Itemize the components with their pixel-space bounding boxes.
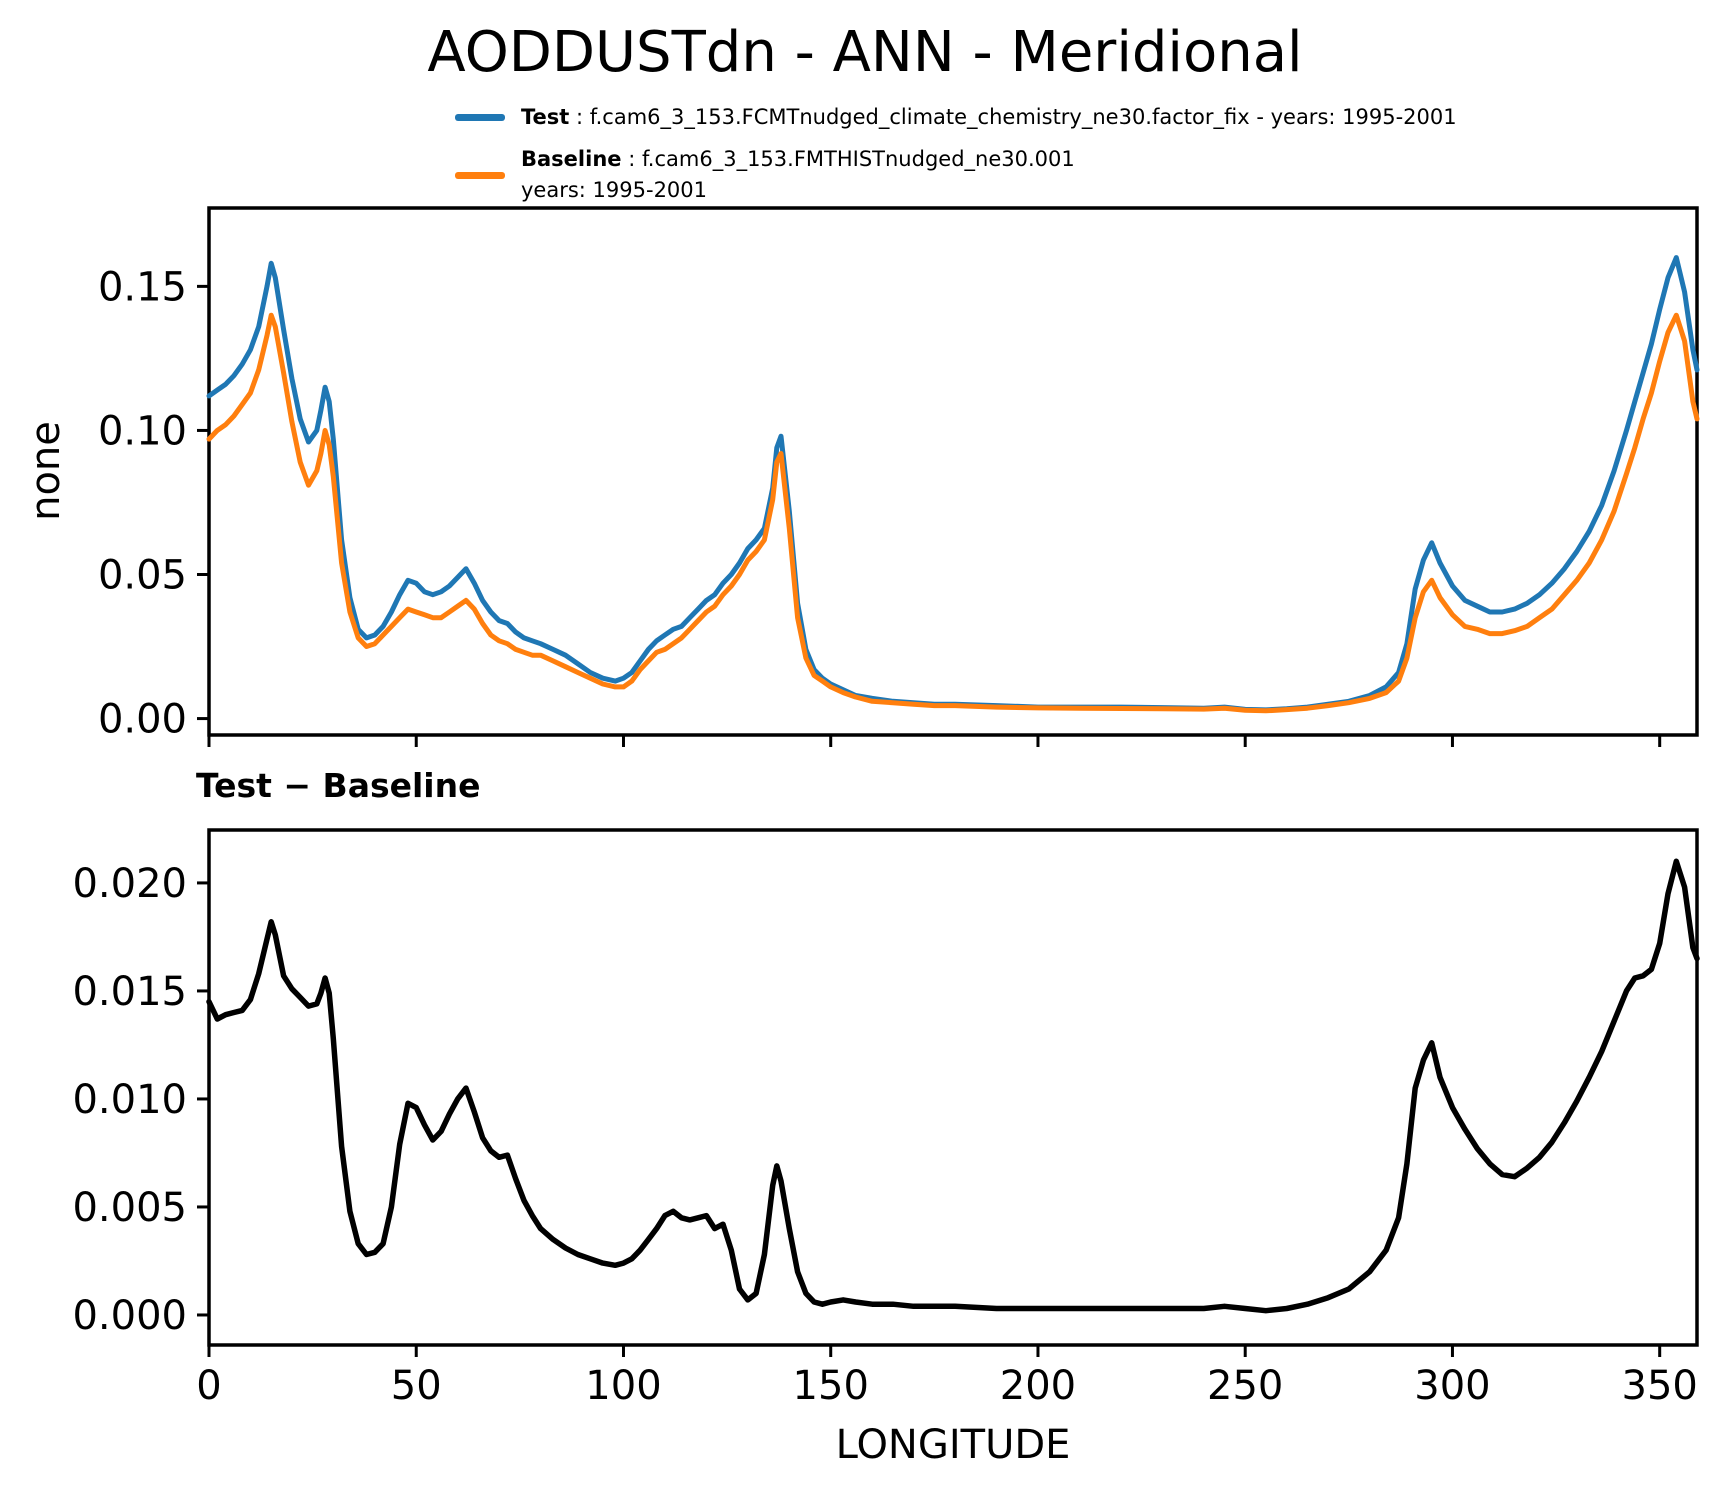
test-line	[206, 255, 1700, 713]
subplot-title-difference: Test − Baseline	[196, 766, 481, 805]
x-tick-label: 150	[793, 1363, 869, 1409]
x-tick-label: 50	[391, 1363, 442, 1409]
legend-entry-baseline: Baseline : f.cam6_3_153.FMTHISTnudged_ne…	[455, 144, 1457, 207]
legend-swatch-test	[455, 114, 505, 122]
y-tick-label: 0.15	[98, 264, 187, 310]
x-tick-label: 200	[1000, 1363, 1076, 1409]
y-tick-label: 0.05	[98, 553, 187, 599]
y-tick-label: 0.00	[98, 697, 187, 743]
test-baseline-line	[206, 858, 1700, 1314]
y-tick-label: 0.10	[98, 408, 187, 454]
x-tick-label: 350	[1622, 1363, 1698, 1409]
axes-box-bottom	[207, 828, 1699, 1347]
x-tick-label: 300	[1414, 1363, 1490, 1409]
chart-title: AODDUSTdn - ANN - Meridional	[427, 20, 1303, 85]
legend-entry-test: Test : f.cam6_3_153.FCMTnudged_climate_c…	[455, 102, 1457, 134]
y-tick-label: 0.005	[72, 1185, 187, 1231]
x-axis-label: LONGITUDE	[835, 1422, 1071, 1468]
y-tick-label: 0.000	[72, 1293, 187, 1339]
x-tick-label: 250	[1207, 1363, 1283, 1409]
x-tick-label: 0	[196, 1363, 221, 1409]
legend: Test : f.cam6_3_153.FCMTnudged_climate_c…	[455, 102, 1457, 207]
legend-label-baseline: Baseline : f.cam6_3_153.FMTHISTnudged_ne…	[521, 146, 1075, 203]
legend-label-test: Test : f.cam6_3_153.FCMTnudged_climate_c…	[521, 105, 1457, 129]
axes-box-top	[207, 206, 1699, 737]
y-tick-label: 0.020	[72, 861, 187, 907]
legend-swatch-baseline	[455, 171, 505, 179]
y-tick-label: 0.010	[72, 1077, 187, 1123]
baseline-line	[206, 312, 1700, 714]
y-tick-label: 0.015	[72, 969, 187, 1015]
x-tick-label: 100	[585, 1363, 661, 1409]
